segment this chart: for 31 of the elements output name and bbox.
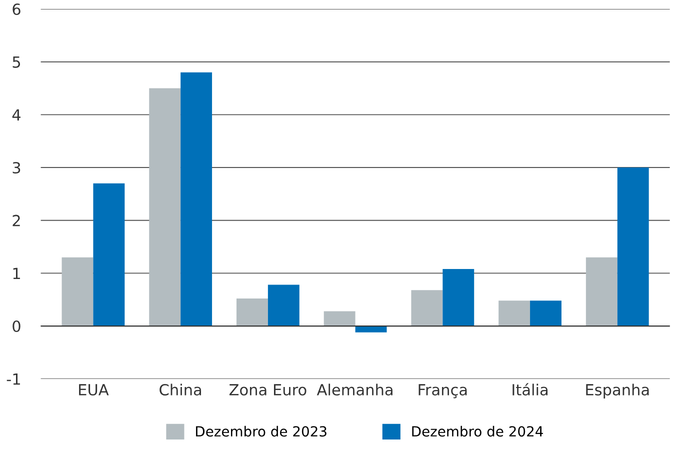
bar <box>180 72 212 326</box>
bar <box>93 183 125 326</box>
legend-label: Dezembro de 2024 <box>412 426 543 437</box>
bar <box>149 88 181 326</box>
x-tick-label: China <box>160 384 202 396</box>
bar <box>62 257 94 326</box>
x-tick-label: Itália <box>512 383 548 396</box>
x-tick-label: Espanha <box>586 384 649 398</box>
x-tick-label: Zona Euro <box>229 384 306 396</box>
x-tick-label: EUA <box>79 384 109 396</box>
y-tick-label: 1 <box>13 268 20 279</box>
y-tick-label: 0 <box>12 320 20 332</box>
bar <box>442 268 474 326</box>
y-tick-label: 2 <box>12 214 20 226</box>
y-tick-label: -1 <box>6 374 20 385</box>
y-tick-label: 4 <box>12 109 20 120</box>
bar <box>498 300 530 326</box>
y-tick-label: 5 <box>12 56 20 68</box>
bar <box>324 311 356 326</box>
y-tick-label: 6 <box>12 3 20 16</box>
bar <box>355 326 387 332</box>
bar <box>268 284 300 326</box>
legend-label: Dezembro de 2023 <box>196 426 326 437</box>
bar <box>586 257 618 326</box>
bar <box>617 168 649 326</box>
x-tick-label: Alemanha <box>316 384 392 396</box>
bar <box>530 300 562 326</box>
y-tick-label: 3 <box>12 162 20 174</box>
x-tick-label: França <box>418 384 467 398</box>
bar <box>411 290 443 326</box>
bar <box>236 298 268 326</box>
